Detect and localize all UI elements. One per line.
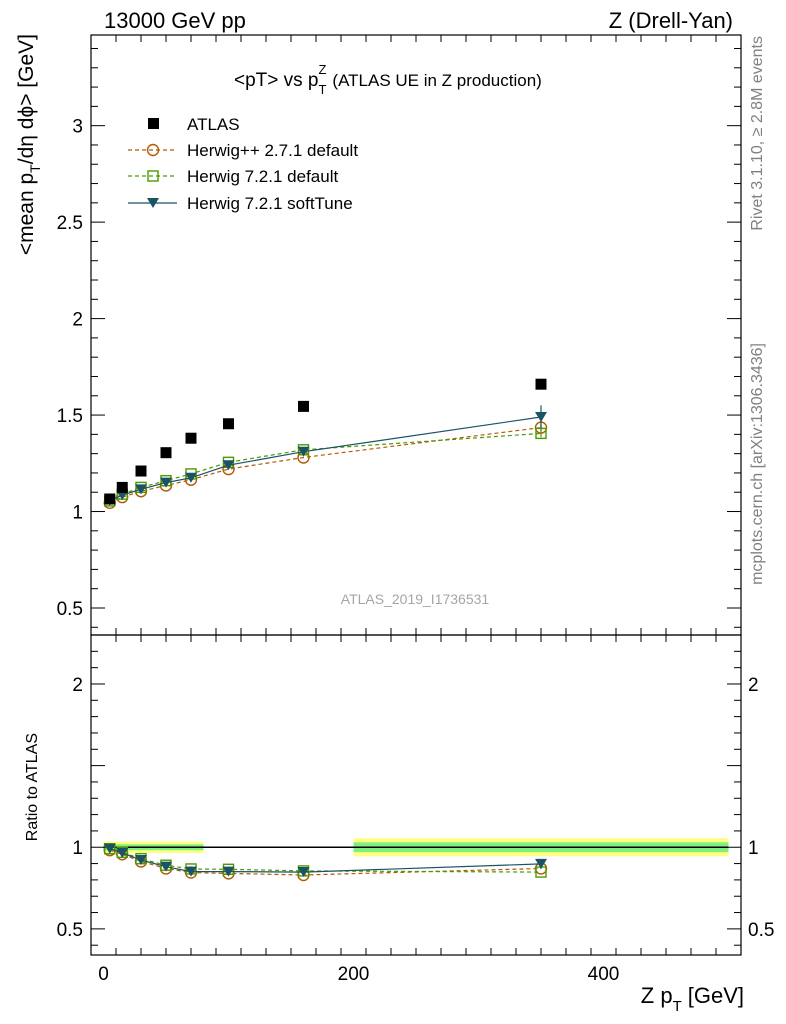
main-point-atlas — [298, 400, 309, 412]
ratio-point-softtune — [103, 843, 116, 854]
ratio-point-softtune — [185, 866, 197, 877]
x-axis-label: Z pT [GeV] — [641, 983, 744, 1015]
chart-title-rest: (ATLAS UE in Z production) — [332, 71, 541, 90]
main-point-softtune — [297, 446, 310, 457]
legend-entry-herwig721: Herwig 7.2.1 default — [128, 167, 338, 186]
analysis-watermark: ATLAS_2019_I1736531 — [341, 591, 490, 607]
ratio-y-tick-label-left: 2 — [72, 675, 83, 696]
mcplots-label: mcplots.cern.ch [arXiv:1306.3436] — [749, 343, 766, 585]
main-point-softtune — [185, 472, 197, 483]
main-point-atlas — [185, 432, 197, 444]
ratio-plot-frame — [90, 634, 742, 956]
main-axis-ticks — [90, 35, 742, 635]
main-point-softtune — [160, 477, 172, 488]
ratio-point-softtune — [135, 854, 147, 865]
ratio-y-axis-label: Ratio to ATLAS — [24, 733, 41, 841]
main-y-label-sub: T — [27, 164, 43, 173]
x-tick-labels: 0 200 400 — [98, 964, 619, 985]
main-line-herwigpp — [109, 427, 542, 504]
x-tick-label: 400 — [588, 964, 620, 985]
ratio-line-herwigpp — [109, 849, 542, 876]
main-line-herwig721 — [109, 432, 542, 502]
ratio-axis-ticks — [90, 634, 742, 955]
chart-title-main: <pT> vs p — [234, 70, 319, 91]
main-y-axis-label: <mean pT/dη dϕ> [GeV] — [15, 34, 43, 255]
main-point-softtune — [135, 484, 147, 495]
ratio-point-softtune — [297, 867, 310, 878]
legend-entry-atlas: ATLAS — [148, 115, 240, 134]
chart-title-sup: Z — [318, 62, 326, 77]
ratio-y-tick-labels: 0.5 0.5 1 1 2 2 — [57, 675, 775, 941]
legend-label-herwig721: Herwig 7.2.1 default — [187, 167, 338, 186]
rivet-version-label: Rivet 3.1.10, ≥ 2.8M events — [749, 36, 766, 231]
ratio-y-tick-label-right: 1 — [748, 838, 759, 859]
legend-marker-softtune — [147, 198, 159, 208]
legend: ATLAS Herwig++ 2.7.1 default Herwig 7.2.… — [128, 115, 358, 213]
chart-title-sub: T — [319, 82, 327, 97]
main-y-tick-label: 1 — [72, 503, 83, 524]
main-panel: 0.5 1 1.5 2 2.5 3 — [57, 34, 742, 636]
legend-marker-atlas — [148, 118, 159, 129]
header-process: Z (Drell-Yan) — [609, 8, 733, 33]
legend-marker-herwig721 — [147, 170, 159, 182]
main-y-tick-label: 3 — [72, 117, 83, 138]
main-point-atlas — [160, 447, 172, 459]
x-label-post: [GeV] — [688, 983, 744, 1008]
main-point-atlas — [223, 418, 234, 430]
main-point-atlas — [535, 378, 547, 390]
ratio-y-tick-label-left: 1 — [72, 838, 83, 859]
main-y-label-pre: <mean p — [15, 173, 38, 255]
x-tick-label: 0 — [98, 964, 109, 985]
main-y-label-post: /dη dϕ> [GeV] — [15, 34, 38, 164]
ratio-panel: 0.5 0.5 1 1 2 2 0 200 400 — [57, 634, 775, 985]
ratio-point-softtune — [535, 858, 547, 869]
main-y-tick-label: 2 — [72, 310, 83, 331]
legend-entry-herwigpp: Herwig++ 2.7.1 default — [128, 141, 358, 160]
ratio-y-tick-label-left: 0.5 — [57, 920, 83, 941]
main-y-tick-label: 1.5 — [57, 406, 83, 427]
ratio-line-softtune — [109, 848, 542, 873]
legend-marker-herwigpp — [146, 143, 160, 157]
ratio-y-tick-label-right: 0.5 — [748, 920, 774, 941]
main-y-tick-label: 0.5 — [57, 599, 83, 620]
chart-title: <pT> vs pTZ (ATLAS UE in Z production) — [234, 62, 542, 97]
main-data-marks — [103, 378, 548, 510]
x-label-pre: Z p — [641, 983, 673, 1008]
main-point-softtune — [222, 460, 235, 471]
main-line-softtune — [109, 416, 542, 502]
ratio-line-herwig721 — [109, 848, 542, 873]
legend-entry-softtune: Herwig 7.2.1 softTune — [128, 194, 353, 213]
ratio-y-tick-label-right: 2 — [748, 675, 759, 696]
ratio-point-softtune — [222, 866, 235, 877]
ratio-point-softtune — [116, 847, 129, 858]
ratio-uncertainty-bands — [103, 838, 729, 857]
main-y-tick-labels: 0.5 1 1.5 2 2.5 3 — [57, 117, 83, 620]
main-point-atlas — [104, 493, 116, 505]
main-point-softtune — [535, 411, 547, 422]
main-y-tick-label: 2.5 — [57, 213, 83, 234]
main-point-atlas — [116, 481, 128, 493]
legend-label-herwigpp: Herwig++ 2.7.1 default — [187, 141, 358, 160]
legend-label-atlas: ATLAS — [187, 115, 240, 134]
x-tick-label: 200 — [338, 964, 370, 985]
header-energy: 13000 GeV pp — [104, 8, 246, 33]
ratio-point-softtune — [160, 861, 172, 872]
ratio-data-marks — [103, 843, 548, 882]
legend-label-softtune: Herwig 7.2.1 softTune — [187, 194, 353, 213]
main-point-atlas — [135, 465, 147, 477]
x-label-sub: T — [673, 998, 682, 1015]
